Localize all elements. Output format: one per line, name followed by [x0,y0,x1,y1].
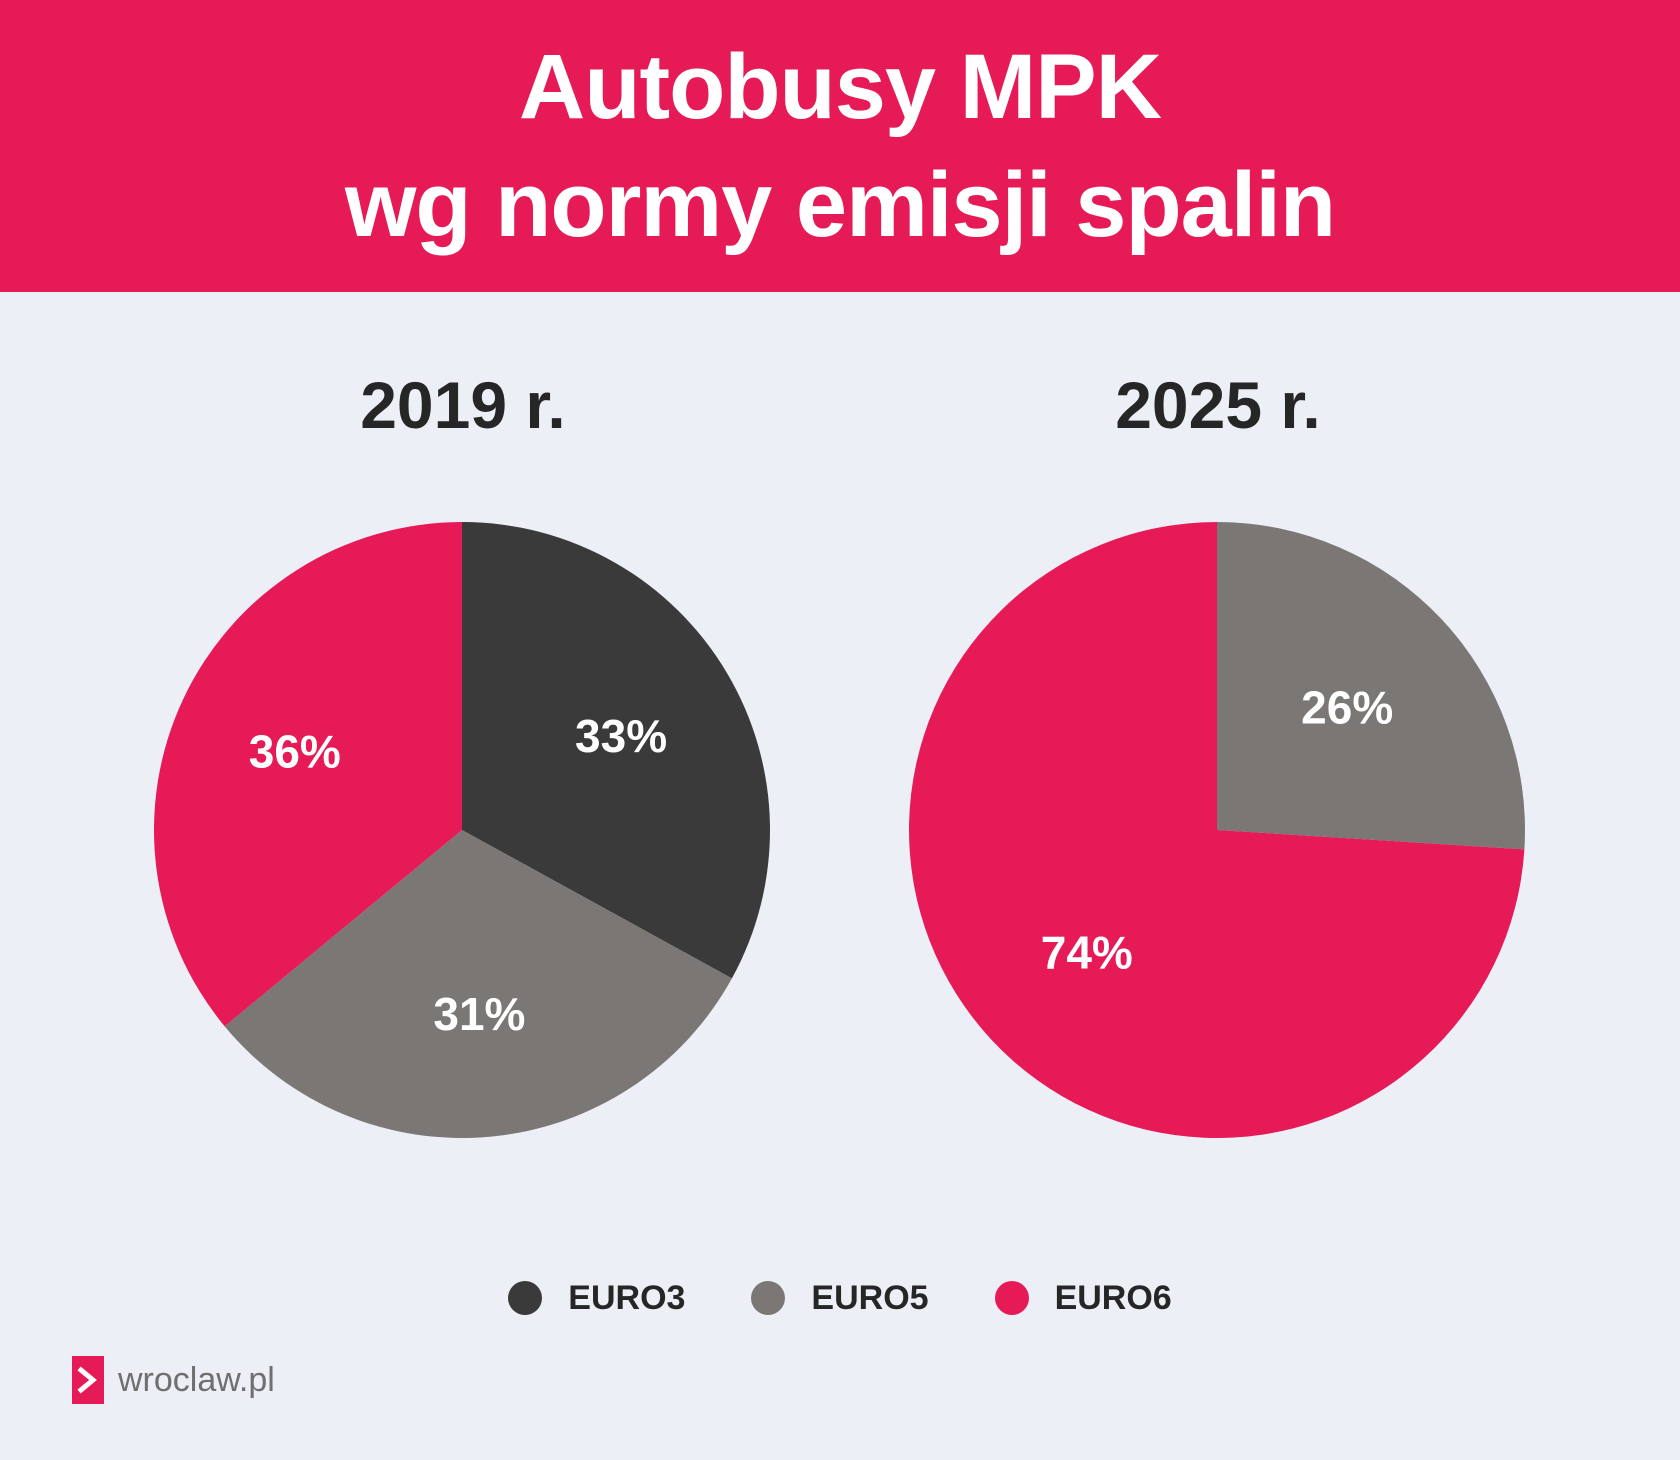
pie-1-slice-euro6 [908,522,1525,1138]
pie-1-slice-euro5 [1217,522,1525,850]
legend-label-euro3: EURO3 [568,1278,686,1317]
legend: EURO3 EURO5 EURO6 [0,1273,1680,1323]
page-title-line-2: wg normy emisji spalin [344,154,1336,256]
legend-swatch-euro6 [994,1281,1029,1315]
pie-1-label-euro5: 26% [1301,682,1393,734]
page-title-line-1: Autobusy MPK [518,36,1162,138]
legend-swatch-euro3 [508,1281,543,1315]
header-banner: Autobusy MPK wg normy emisji spalin [0,0,1680,292]
legend-item-euro3: EURO3 [508,1279,685,1318]
pie-0-label-euro3: 33% [575,710,667,762]
legend-swatch-euro5 [751,1281,786,1315]
legend-label-euro5: EURO5 [811,1278,929,1317]
pie-0-label-euro6: 36% [249,725,341,777]
pie-1-label-euro6: 74% [1041,926,1133,978]
legend-label-euro6: EURO6 [1054,1278,1172,1317]
pie-0-slice-euro3 [462,522,770,979]
logo-text: wroclaw.pl [118,1360,275,1399]
pie-0-label-euro5: 31% [433,988,525,1040]
chart-title-2019: 2019 r. [360,368,566,442]
chart-title-2025: 2025 r. [1115,368,1321,442]
pie-charts: 33% 31% 36% 26% 74% [153,521,1525,1139]
chevron-right-icon [72,1356,104,1404]
legend-item-euro6: EURO6 [994,1278,1172,1318]
pie-0-slice-euro6 [153,521,462,1027]
pie-0-slice-euro5 [224,830,732,1139]
legend-item-euro5: EURO5 [751,1278,929,1318]
logo: wroclaw.pl [72,1356,275,1404]
